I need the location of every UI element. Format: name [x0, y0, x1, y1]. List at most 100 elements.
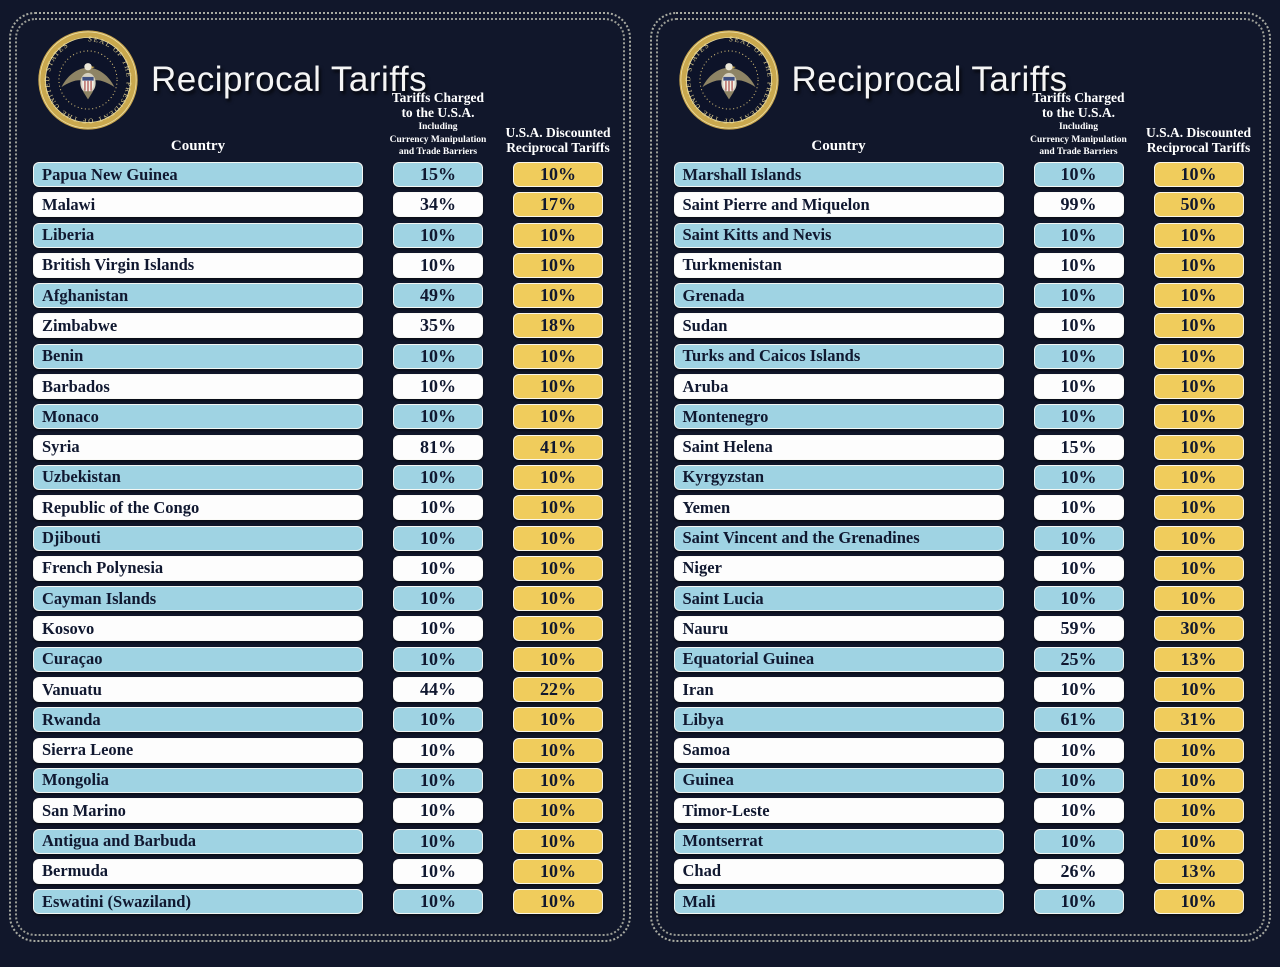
tariff-discounted-cell: 10% — [1153, 798, 1244, 824]
tariff-charged-cell: 10% — [1033, 889, 1124, 915]
tariff-charged-cell: 10% — [1033, 767, 1124, 793]
country-cell: Saint Pierre and Miquelon — [673, 192, 1004, 218]
tariff-discounted-cell: 10% — [1153, 162, 1244, 187]
country-cell: Montserrat — [673, 828, 1004, 854]
tariff-discounted-cell: 10% — [513, 525, 603, 551]
table-row: Aruba 10% 10% — [673, 374, 1250, 400]
table-row: Afghanistan 49% 10% — [33, 283, 609, 309]
country-cell: San Marino — [33, 798, 363, 824]
tariff-charged-cell: 10% — [1033, 737, 1124, 763]
table-row: Guinea 10% 10% — [673, 767, 1250, 793]
table-row: Timor-Leste 10% 10% — [673, 798, 1250, 824]
tariff-discounted-cell: 10% — [1153, 313, 1244, 339]
tariff-discounted-cell: 10% — [1153, 525, 1244, 551]
table-row: Samoa 10% 10% — [673, 737, 1250, 763]
tariff-table: Papua New Guinea 15% 10% Malawi 34% 17% Liberi… — [33, 162, 609, 915]
tariff-discounted-cell: 10% — [513, 374, 603, 400]
tariff-panel-left-inner: SEAL OF THE PRESIDENT OF THE UNITED STAT… — [15, 18, 625, 936]
country-cell: Djibouti — [33, 525, 363, 551]
tariff-discounted-cell: 22% — [513, 677, 603, 703]
tariff-charged-cell: 10% — [393, 555, 483, 581]
column-headers: Country Tariffs Charged to the U.S.A. In… — [33, 90, 611, 158]
country-cell: Mongolia — [33, 767, 363, 793]
country-cell: Antigua and Barbuda — [33, 828, 363, 854]
tariff-charged-cell: 25% — [1033, 646, 1124, 672]
tariff-charged-cell: 15% — [393, 162, 483, 187]
table-row: Sudan 10% 10% — [673, 313, 1250, 339]
eagle-icon — [61, 63, 115, 100]
page-title: Reciprocal Tariffs — [791, 60, 1068, 99]
country-cell: Grenada — [673, 283, 1004, 309]
tariff-charged-cell: 10% — [1033, 343, 1124, 369]
table-row: Uzbekistan 10% 10% — [33, 464, 609, 490]
tariff-discounted-cell: 10% — [513, 555, 603, 581]
country-cell: Iran — [673, 677, 1004, 703]
country-cell: Malawi — [33, 192, 363, 218]
tariff-charged-cell: 15% — [1033, 434, 1124, 460]
tariff-charged-cell: 59% — [1033, 616, 1124, 642]
table-row: Saint Kitts and Nevis 10% 10% — [673, 222, 1250, 248]
tariff-panel-right-inner: SEAL OF THE PRESIDENT OF THE UNITED STAT… — [655, 18, 1265, 936]
table-row: British Virgin Islands 10% 10% — [33, 252, 609, 278]
tariff-panel-left: SEAL OF THE PRESIDENT OF THE UNITED STAT… — [9, 12, 631, 942]
tariff-discounted-cell: 10% — [513, 767, 603, 793]
tariff-charged-cell: 10% — [393, 374, 483, 400]
tariff-charged-cell: 10% — [393, 828, 483, 854]
table-row: Papua New Guinea 15% 10% — [33, 162, 609, 187]
tariff-discounted-cell: 10% — [1153, 767, 1244, 793]
tariff-charged-cell: 10% — [1033, 677, 1124, 703]
country-cell: Zimbabwe — [33, 313, 363, 339]
presidential-seal-icon: SEAL OF THE PRESIDENT OF THE UNITED STAT… — [678, 30, 779, 130]
country-cell: Cayman Islands — [33, 586, 363, 612]
table-row: Mali 10% 10% — [673, 889, 1250, 915]
eagle-icon — [701, 63, 756, 100]
country-cell: Nauru — [673, 616, 1004, 642]
table-row: Rwanda 10% 10% — [33, 707, 609, 733]
country-cell: Sudan — [673, 313, 1004, 339]
country-cell: Mali — [673, 889, 1004, 915]
tariff-discounted-cell: 10% — [513, 737, 603, 763]
country-cell: Saint Helena — [673, 434, 1004, 460]
table-row: Antigua and Barbuda 10% 10% — [33, 828, 609, 854]
tariff-charged-cell: 10% — [393, 889, 483, 915]
tariff-discounted-cell: 13% — [1153, 858, 1244, 884]
tariff-discounted-cell: 41% — [513, 434, 603, 460]
country-cell: Kosovo — [33, 616, 363, 642]
tariff-discounted-cell: 10% — [1153, 828, 1244, 854]
country-cell: Aruba — [673, 374, 1004, 400]
table-row: Saint Pierre and Miquelon 99% 50% — [673, 192, 1250, 218]
tariff-discounted-cell: 10% — [513, 707, 603, 733]
tariff-charged-cell: 10% — [393, 404, 483, 430]
tariff-discounted-cell: 13% — [1153, 646, 1244, 672]
tariff-discounted-cell: 10% — [1153, 889, 1244, 915]
tariff-discounted-cell: 10% — [513, 858, 603, 884]
table-row: San Marino 10% 10% — [33, 798, 609, 824]
table-row: Turkmenistan 10% 10% — [673, 252, 1250, 278]
tariff-charged-cell: 10% — [393, 343, 483, 369]
tariff-charged-cell: 10% — [393, 222, 483, 248]
tariff-discounted-cell: 10% — [1153, 737, 1244, 763]
tariff-discounted-cell: 10% — [513, 343, 603, 369]
tariff-discounted-cell: 10% — [513, 162, 603, 187]
table-row: Syria 81% 41% — [33, 434, 609, 460]
tariff-discounted-cell: 10% — [513, 889, 603, 915]
table-row: Liberia 10% 10% — [33, 222, 609, 248]
table-row: Mongolia 10% 10% — [33, 767, 609, 793]
tariff-charged-cell: 10% — [1033, 283, 1124, 309]
table-row: Saint Lucia 10% 10% — [673, 586, 1250, 612]
tariff-charged-cell: 10% — [393, 464, 483, 490]
presidential-seal-icon: SEAL OF THE PRESIDENT OF THE UNITED STAT… — [38, 30, 138, 130]
tariff-discounted-cell: 10% — [513, 828, 603, 854]
tariff-charged-cell: 10% — [393, 495, 483, 521]
table-row: Grenada 10% 10% — [673, 283, 1250, 309]
country-cell: Turks and Caicos Islands — [673, 343, 1004, 369]
table-row: Nauru 59% 30% — [673, 616, 1250, 642]
tariff-charged-cell: 10% — [393, 646, 483, 672]
country-cell: Benin — [33, 343, 363, 369]
table-row: Zimbabwe 35% 18% — [33, 313, 609, 339]
country-cell: Uzbekistan — [33, 464, 363, 490]
country-cell: Eswatini (Swaziland) — [33, 889, 363, 915]
tariff-charged-cell: 10% — [393, 525, 483, 551]
tariff-discounted-cell: 10% — [513, 798, 603, 824]
